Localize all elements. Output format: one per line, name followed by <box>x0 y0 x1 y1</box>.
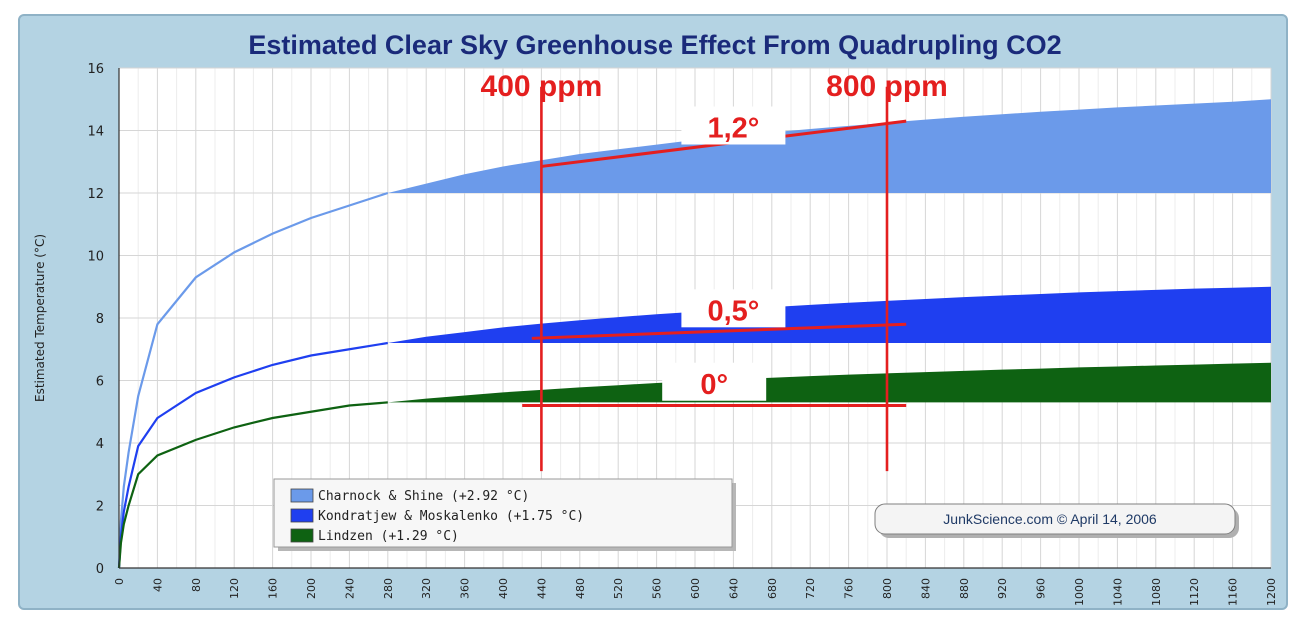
series-fill-1 <box>387 99 1271 193</box>
y-tick-label: 2 <box>96 500 104 515</box>
x-tick-label: 360 <box>459 578 472 599</box>
y-axis-label: Estimated Temperature (°C) <box>33 234 47 402</box>
ppm-label: 800 ppm <box>826 70 948 103</box>
series-lines <box>117 191 389 569</box>
delta-label-bg <box>681 289 786 328</box>
x-tick-label: 720 <box>804 578 817 599</box>
credit-text: JunkScience.com © April 14, 2006 <box>943 511 1157 527</box>
annotations: 400 ppm 800 ppm 1,2° 0,5° 0° <box>481 70 948 472</box>
x-tick-label: 880 <box>958 578 971 599</box>
legend-swatch <box>290 508 314 523</box>
credit-box: JunkScience.com © April 14, 2006 <box>874 503 1239 538</box>
x-tick-label: 240 <box>343 578 356 599</box>
x-tick-label: 1040 <box>1111 578 1124 606</box>
x-tick-label: 1000 <box>1073 578 1086 606</box>
y-tick-labels: 0 2 4 6 8 10 12 14 16 <box>87 62 104 577</box>
x-tick-label: 960 <box>1035 578 1048 599</box>
x-tick-label: 40 <box>151 578 164 592</box>
series-fill-3 <box>387 362 1271 403</box>
x-tick-label: 120 <box>228 578 241 599</box>
delta-label-bg <box>662 362 767 401</box>
x-tick-label: 1160 <box>1227 578 1240 606</box>
x-tick-label: 680 <box>766 578 779 599</box>
axes <box>118 68 1271 569</box>
series-line-2 <box>117 341 388 569</box>
x-tick-label: 160 <box>267 578 280 599</box>
delta-label: 0,5° <box>707 295 759 327</box>
ppm-label: 400 ppm <box>481 70 603 103</box>
series-line-3 <box>117 401 388 569</box>
y-tick-label: 12 <box>87 187 104 202</box>
x-tick-label: 520 <box>612 578 625 599</box>
trend-line <box>531 322 907 340</box>
x-tick-label: 840 <box>919 578 932 599</box>
delta-label: 0° <box>700 369 728 401</box>
x-tick-label: 1200 <box>1265 578 1278 606</box>
x-tick-label: 1080 <box>1150 578 1163 606</box>
x-tick-label: 80 <box>190 578 203 592</box>
legend-entry: Charnock & Shine (+2.92 °C) <box>318 489 529 504</box>
x-tick-label: 920 <box>996 578 1009 599</box>
x-tick-label: 200 <box>305 578 318 599</box>
series-fill-2 <box>387 286 1271 343</box>
y-tick-label: 8 <box>96 312 104 327</box>
x-tick-label: 600 <box>689 578 702 599</box>
x-tick-label: 280 <box>382 578 395 599</box>
y-tick-label: 6 <box>96 375 104 390</box>
x-tick-label: 640 <box>727 578 740 599</box>
legend-entry: Kondratjew & Moskalenko (+1.75 °C) <box>318 509 584 524</box>
credit-box-border <box>874 503 1236 535</box>
legend-swatch <box>290 528 314 543</box>
legend-entry: Lindzen (+1.29 °C) <box>318 529 459 544</box>
y-tick-label: 16 <box>87 62 104 77</box>
y-tick-label: 10 <box>87 250 104 265</box>
legend: Charnock & Shine (+2.92 °C) Kondratjew & … <box>273 478 736 551</box>
series-line-1 <box>117 191 389 569</box>
series-fills <box>387 99 1271 403</box>
x-tick-label: 0 <box>113 578 126 585</box>
x-tick-labels: 0 40 80 120 160 200 240 280 320 360 400 440 480 520 56… <box>113 578 1278 606</box>
x-tick-label: 400 <box>497 578 510 599</box>
x-tick-label: 560 <box>651 578 664 599</box>
x-tick-label: 760 <box>843 578 856 599</box>
x-tick-label: 800 <box>881 578 894 599</box>
legend-box <box>273 478 733 548</box>
delta-label: 1,2° <box>707 113 759 145</box>
x-tick-label: 320 <box>420 578 433 599</box>
legend-swatch <box>290 488 314 503</box>
x-tick-label: 440 <box>535 578 548 599</box>
x-tick-label: 1120 <box>1188 578 1201 606</box>
y-tick-label: 4 <box>96 437 104 452</box>
y-tick-label: 0 <box>96 562 104 577</box>
x-tick-label: 480 <box>574 578 587 599</box>
chart-title: Estimated Clear Sky Greenhouse Effect Fr… <box>248 30 1061 60</box>
delta-label-bg <box>681 106 786 145</box>
y-tick-label: 14 <box>87 125 104 140</box>
